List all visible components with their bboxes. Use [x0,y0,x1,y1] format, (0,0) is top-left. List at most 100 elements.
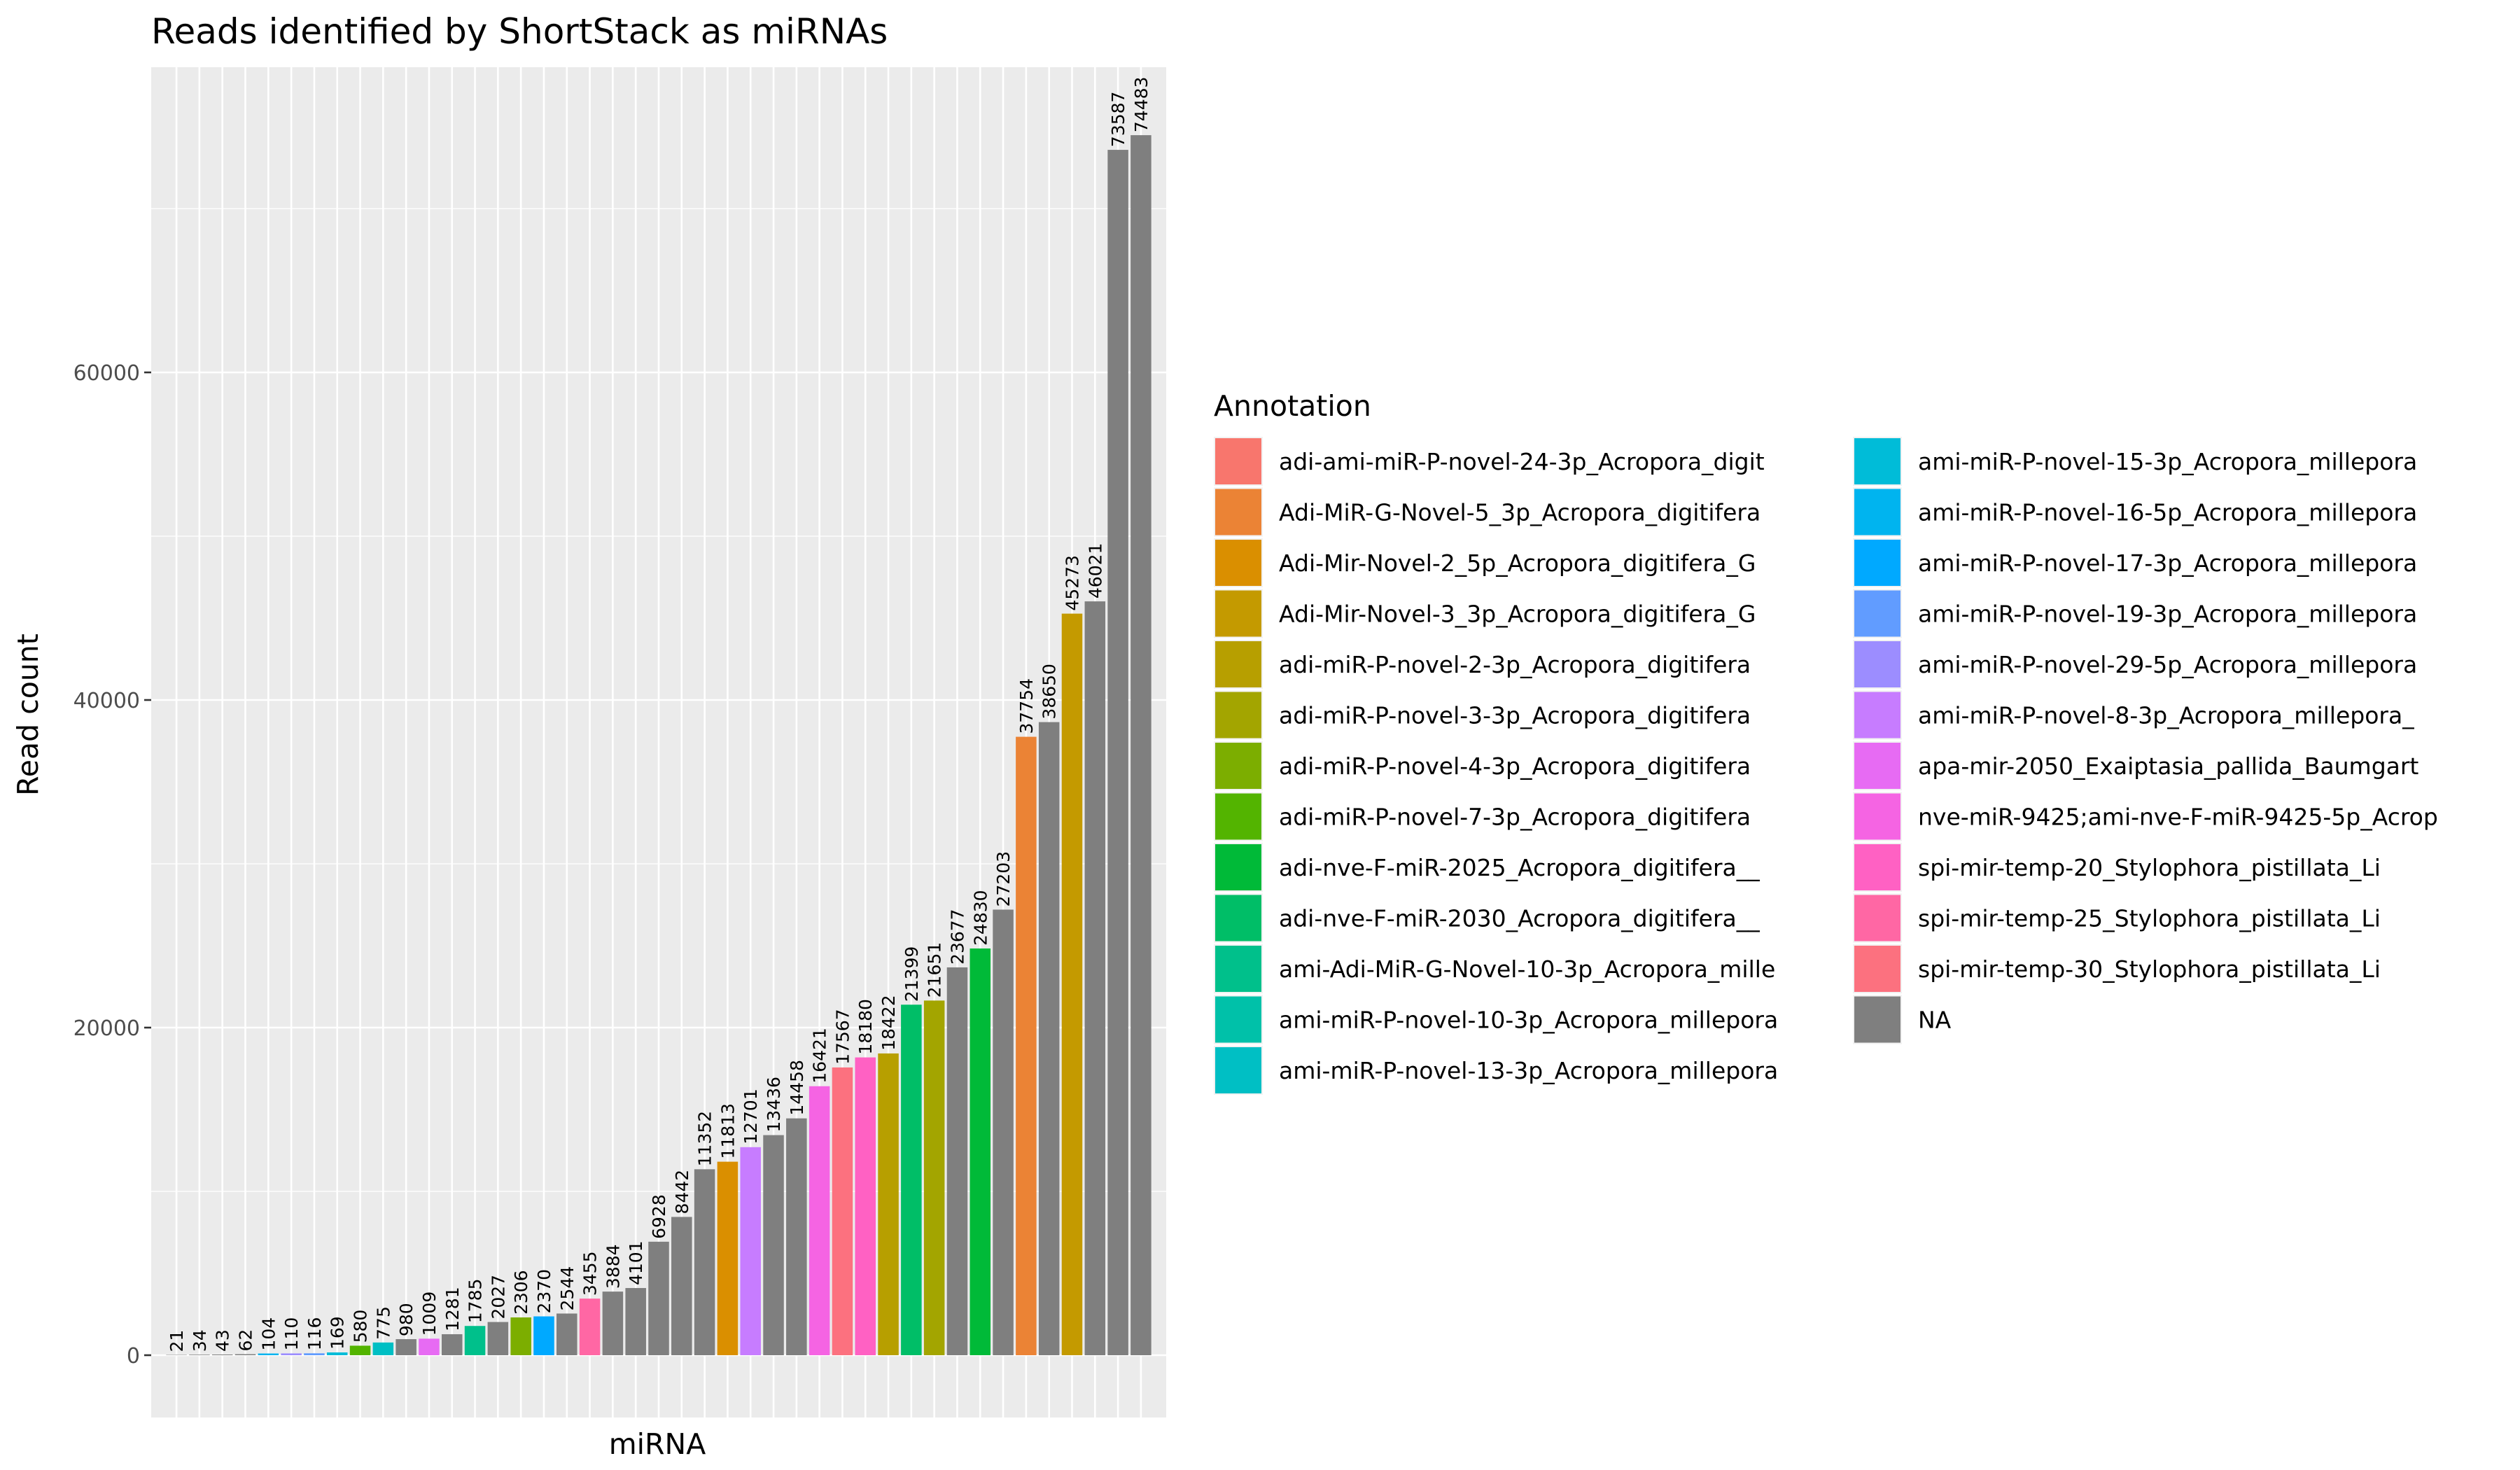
bar [419,1338,440,1355]
bar-value-label: 74483 [1131,77,1152,133]
bar-value-label: 1009 [419,1292,440,1336]
y-axis: 0 20000 40000 60000 [74,361,151,1368]
bar-value-label: 11352 [695,1111,715,1167]
legend-label: Adi-Mir-Novel-2_5p_Acropora_digitifera_G [1279,550,1756,577]
legend-item: adi-miR-P-novel-4-3p_Acropora_digitifera [1214,741,1751,790]
bar-value-label: 2306 [511,1270,531,1315]
bar [946,967,968,1355]
bar [349,1345,371,1355]
legend-label: Adi-MiR-G-Novel-5_3p_Acropora_digitifera [1279,499,1760,526]
legend-item: apa-mir-2050_Exaiptasia_pallida_Baumgart [1853,741,2418,790]
bar [234,1354,256,1355]
legend-swatch [1854,946,1900,992]
bar [304,1353,325,1355]
bar-value-label: 13436 [764,1077,784,1133]
bar [923,1000,945,1355]
bar [878,1053,899,1355]
legend-swatch [1854,489,1900,536]
legend-swatch [1854,590,1900,637]
bar [602,1292,624,1355]
bar-value-label: 34 [190,1329,210,1352]
bar-value-label: 775 [373,1306,393,1340]
bar-value-label: 12701 [741,1088,761,1144]
plot-panel [151,67,1166,1418]
y-tick-label: 40000 [74,689,140,713]
legend-swatch [1215,540,1261,586]
legend-item: ami-miR-P-novel-10-3p_Acropora_millepora [1214,995,1778,1044]
legend-item: adi-nve-F-miR-2025_Acropora_digitifera__ [1214,843,1760,892]
legend-label: ami-miR-P-novel-19-3p_Acropora_millepora [1918,601,2417,628]
bar-value-label: 62 [236,1329,256,1352]
bar-value-label: 104 [258,1317,279,1351]
bar [556,1313,578,1355]
bar-value-label: 73587 [1108,92,1128,148]
legend-label: spi-mir-temp-20_Stylophora_pistillata_Li [1918,854,2381,881]
bar-value-label: 1281 [442,1287,463,1331]
legend-swatch [1215,946,1261,992]
bar [740,1147,761,1355]
legend-item: adi-ami-miR-P-novel-24-3p_Acropora_digit [1214,437,1765,486]
bar [1038,722,1060,1355]
legend-swatch [1215,641,1261,687]
legend-swatch [1854,692,1900,738]
legend-swatch [1854,844,1900,890]
legend-swatch [1215,692,1261,738]
bar-value-label: 2027 [488,1275,508,1320]
bar [717,1161,738,1355]
bar [1107,150,1128,1355]
chart-title: Reads identified by ShortStack as miRNAs [151,11,888,52]
bar-value-label: 23677 [947,909,967,965]
legend-item: ami-Adi-MiR-G-Novel-10-3p_Acropora_mille [1214,944,1775,993]
legend-label: ami-miR-P-novel-15-3p_Acropora_millepora [1918,448,2417,475]
legend-label: adi-nve-F-miR-2025_Acropora_digitifera__ [1279,854,1760,881]
legend-swatch [1854,641,1900,687]
legend-swatch [1215,844,1261,890]
bar [166,1354,187,1356]
legend-item: nve-miR-9425;ami-nve-F-miR-9425-5p_Acrop [1853,792,2438,841]
legend-item: ami-miR-P-novel-19-3p_Acropora_millepora [1853,589,2417,638]
bar-value-label: 580 [351,1310,371,1343]
bar [326,1352,348,1355]
legend-label: ami-miR-P-novel-17-3p_Acropora_millepora [1918,550,2417,577]
bar [1130,135,1152,1356]
bar [694,1169,715,1355]
legend-swatch [1854,438,1900,484]
bar [211,1354,233,1355]
y-axis-title: Read count [11,634,45,796]
legend-label: adi-miR-P-novel-3-3p_Acropora_digitifera [1279,702,1751,729]
legend-swatch [1215,743,1261,789]
bar-value-label: 6928 [649,1194,669,1239]
bar-value-label: 110 [281,1317,302,1351]
bar [993,909,1014,1355]
bar [808,1086,830,1355]
legend-item: adi-nve-F-miR-2030_Acropora_digitifera__ [1214,893,1760,943]
bar-value-label: 169 [328,1316,348,1350]
bar-value-label: 2544 [557,1266,578,1311]
legend-item: spi-mir-temp-20_Stylophora_pistillata_Li [1853,843,2381,892]
legend-swatch [1215,996,1261,1043]
bar [487,1322,509,1355]
bar-value-label: 43 [213,1329,233,1352]
bar-value-label: 17567 [832,1009,853,1065]
legend-item: adi-miR-P-novel-7-3p_Acropora_digitifera [1214,792,1751,841]
bar [648,1241,669,1355]
bar [763,1135,784,1355]
y-tick-label: 0 [127,1344,140,1368]
bar-value-label: 8442 [672,1170,692,1214]
legend-swatch [1215,793,1261,840]
legend-item: Adi-MiR-G-Novel-5_3p_Acropora_digitifera [1214,487,1760,537]
bar [533,1316,554,1355]
bar-value-label: 27203 [993,851,1014,907]
legend-label: adi-ami-miR-P-novel-24-3p_Acropora_digit [1279,448,1765,475]
legend-label: spi-mir-temp-25_Stylophora_pistillata_Li [1918,905,2381,932]
legend-item: ami-miR-P-novel-16-5p_Acropora_millepora [1853,487,2417,537]
bars-layer [166,135,1152,1356]
legend-label: adi-miR-P-novel-7-3p_Acropora_digitifera [1279,804,1751,831]
legend-label: adi-nve-F-miR-2030_Acropora_digitifera__ [1279,905,1760,932]
bar-value-label: 21 [167,1330,187,1352]
legend-swatch [1854,743,1900,789]
bar [189,1354,210,1355]
bar [579,1298,601,1355]
bar-value-label: 3884 [603,1244,623,1289]
bar-value-label: 14458 [787,1060,807,1116]
